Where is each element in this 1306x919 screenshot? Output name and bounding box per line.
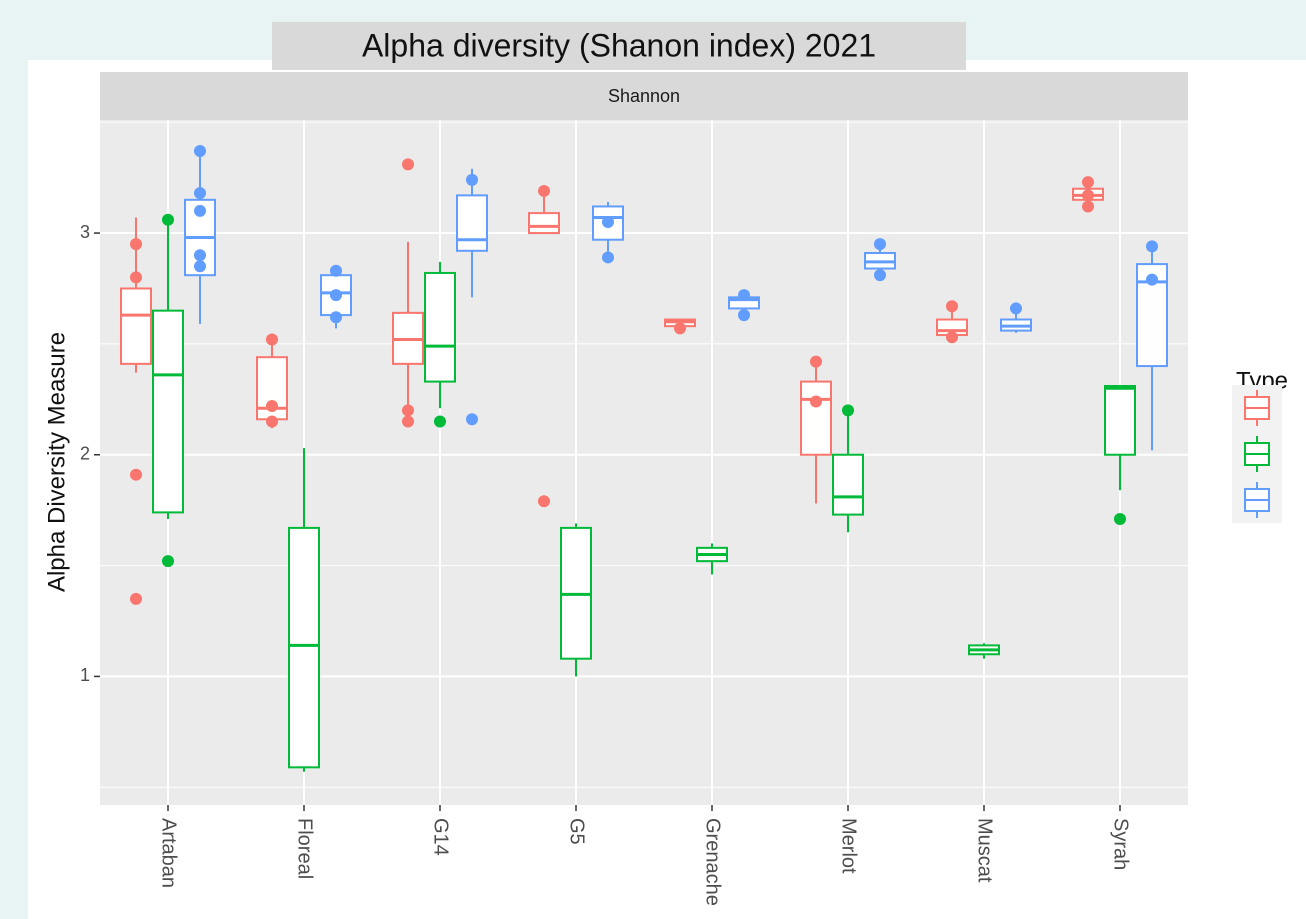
outlier <box>194 260 206 273</box>
outlier <box>874 269 886 282</box>
outlier <box>1010 302 1022 315</box>
box <box>800 380 832 456</box>
outlier <box>842 404 854 417</box>
outlier <box>1082 176 1094 189</box>
box <box>456 194 488 252</box>
outlier <box>1082 189 1094 202</box>
outlier <box>602 251 614 264</box>
y-tick-label: 3 <box>80 222 90 242</box>
outlier <box>194 204 206 217</box>
x-tick-label: Muscat <box>974 818 996 883</box>
outlier <box>130 271 142 284</box>
plot-background <box>100 120 1188 805</box>
series <box>184 145 1168 451</box>
outlier <box>538 495 550 508</box>
box <box>424 271 456 383</box>
outlier <box>266 415 278 428</box>
x-tick-label: Floreal <box>294 818 316 879</box>
x-tick-label: Syrah <box>1110 818 1132 870</box>
outlier <box>402 158 414 171</box>
outlier <box>738 289 750 302</box>
y-tick-label: 2 <box>80 443 90 463</box>
box <box>120 287 152 365</box>
outlier <box>674 322 686 335</box>
outlier <box>1114 513 1126 526</box>
x-tick-label: Grenache <box>702 818 724 906</box>
x-tick-label: G14 <box>430 818 452 856</box>
outlier <box>330 289 342 302</box>
outlier <box>194 187 206 200</box>
x-tick-label: Artaban <box>158 818 180 888</box>
outlier <box>266 399 278 412</box>
box <box>832 453 864 516</box>
outlier <box>538 184 550 197</box>
outlier <box>810 395 822 408</box>
outlier <box>402 404 414 417</box>
outlier <box>330 264 342 277</box>
series <box>152 213 1136 772</box>
outlier <box>194 249 206 262</box>
y-tick-label: 1 <box>80 665 90 685</box>
outlier <box>946 331 958 344</box>
outlier <box>946 300 958 313</box>
outlier <box>330 311 342 324</box>
outlier <box>738 309 750 322</box>
plot-area <box>100 120 1188 805</box>
outlier <box>1146 273 1158 286</box>
box <box>288 526 320 769</box>
outlier <box>466 173 478 186</box>
x-tick-label: G5 <box>566 818 588 845</box>
outlier <box>434 415 446 428</box>
box <box>528 212 560 235</box>
box <box>1104 385 1136 456</box>
outlier <box>402 415 414 428</box>
outlier <box>466 413 478 426</box>
facet-strip <box>100 72 1188 120</box>
outlier <box>130 468 142 481</box>
outlier <box>162 213 174 226</box>
outlier <box>194 145 206 158</box>
outlier <box>266 333 278 346</box>
facet-label: Shannon <box>608 86 680 106</box>
outlier <box>602 215 614 228</box>
outlier <box>1082 200 1094 213</box>
series <box>120 158 1104 605</box>
outlier <box>130 238 142 251</box>
outlier <box>874 238 886 251</box>
chart-title: Alpha diversity (Shanon index) 2021 <box>362 27 876 63</box>
y-axis-label: Alpha Diversity Measure <box>43 332 70 592</box>
outlier <box>1146 240 1158 253</box>
x-tick-label: Merlot <box>838 818 860 874</box>
outlier <box>810 355 822 368</box>
box <box>152 309 184 514</box>
title-box <box>272 22 966 70</box>
outlier <box>130 592 142 605</box>
outlier <box>162 555 174 568</box>
